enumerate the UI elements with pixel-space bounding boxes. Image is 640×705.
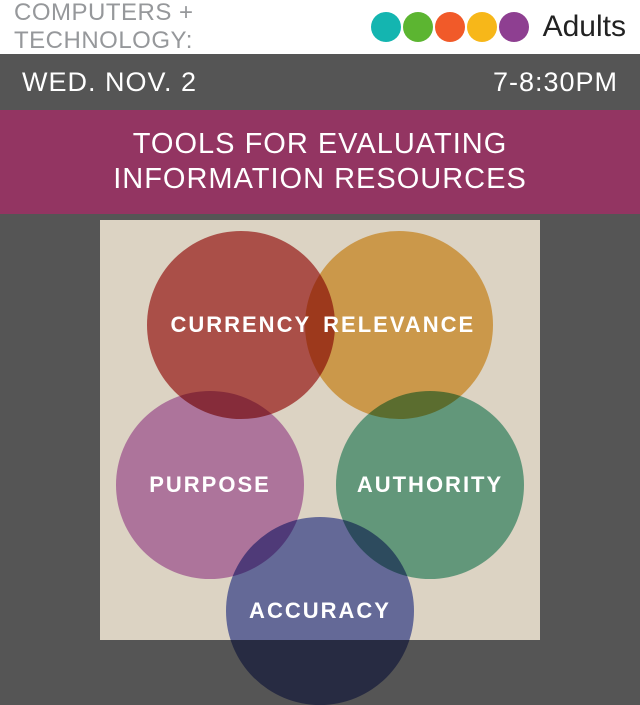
title-bar: TOOLS FOR EVALUATING INFORMATION RESOURC… <box>0 110 640 214</box>
diagram-label-authority: AUTHORITY <box>357 472 503 498</box>
category-dot <box>403 12 433 42</box>
diagram-label-currency: CURRENCY <box>170 312 311 338</box>
diagram-label-relevance: RELEVANCE <box>323 312 475 338</box>
craap-diagram: CURRENCY RELEVANCE PURPOSE AUTHORITY ACCURAC… <box>100 220 540 640</box>
diagram-panel: CURRENCY RELEVANCE PURPOSE AUTHORITY ACCURAC… <box>0 214 640 640</box>
category-label: COMPUTERS + TECHNOLOGY: <box>14 0 353 55</box>
category-dot <box>371 12 401 42</box>
category-dot <box>499 12 529 42</box>
diagram-label-accuracy: ACCURACY <box>249 598 391 624</box>
title-line-1: TOOLS FOR EVALUATING <box>133 128 508 161</box>
date-bar: WED. NOV. 2 7-8:30PM <box>0 54 640 110</box>
category-dots <box>371 12 529 42</box>
event-date: WED. NOV. 2 <box>22 67 197 98</box>
title-line-2: INFORMATION RESOURCES <box>113 163 527 196</box>
event-time: 7-8:30PM <box>493 67 618 98</box>
audience-label: Adults <box>543 10 626 44</box>
top-bar: COMPUTERS + TECHNOLOGY: Adults <box>0 0 640 54</box>
category-dot <box>435 12 465 42</box>
diagram-label-purpose: PURPOSE <box>149 472 271 498</box>
category-dot <box>467 12 497 42</box>
